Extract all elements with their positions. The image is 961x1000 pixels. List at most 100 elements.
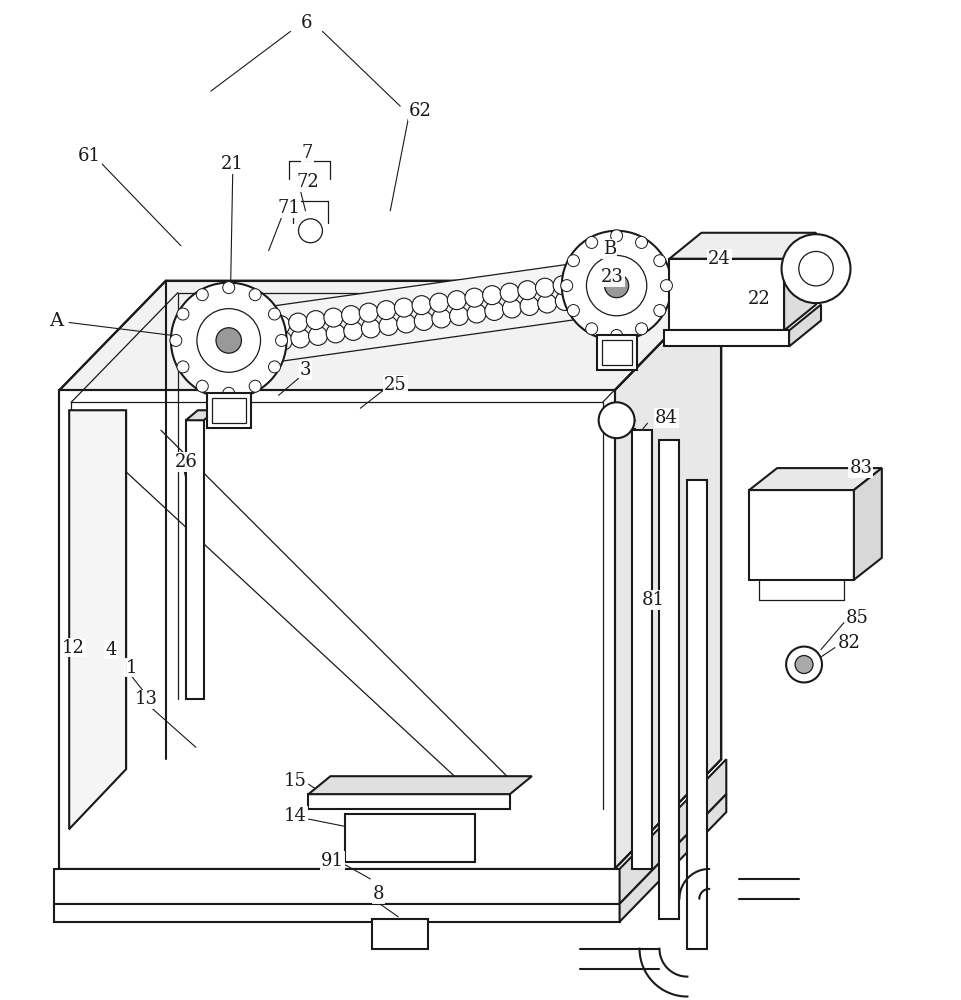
Circle shape <box>271 316 290 335</box>
Circle shape <box>503 299 522 318</box>
Circle shape <box>562 231 672 340</box>
Circle shape <box>361 319 381 338</box>
Circle shape <box>653 255 666 267</box>
Text: 1: 1 <box>125 659 136 677</box>
Circle shape <box>535 278 554 297</box>
Circle shape <box>781 234 850 303</box>
Polygon shape <box>308 776 531 794</box>
Text: 12: 12 <box>62 639 85 657</box>
Text: 85: 85 <box>846 609 869 627</box>
Text: 83: 83 <box>850 459 873 477</box>
Circle shape <box>447 291 466 310</box>
Text: 61: 61 <box>78 147 101 165</box>
Circle shape <box>177 308 189 320</box>
Circle shape <box>196 380 209 392</box>
Circle shape <box>276 334 287 346</box>
Circle shape <box>585 236 598 248</box>
Text: 81: 81 <box>642 591 665 609</box>
Circle shape <box>606 268 625 287</box>
Circle shape <box>610 230 623 242</box>
Polygon shape <box>615 281 722 869</box>
Circle shape <box>171 283 286 398</box>
Circle shape <box>571 273 590 292</box>
Circle shape <box>414 311 433 330</box>
Circle shape <box>555 292 575 310</box>
Polygon shape <box>620 794 727 922</box>
Polygon shape <box>789 305 821 346</box>
Polygon shape <box>602 340 631 365</box>
Circle shape <box>326 324 345 343</box>
Circle shape <box>177 361 189 373</box>
Text: B: B <box>603 240 616 258</box>
Circle shape <box>196 289 209 301</box>
Polygon shape <box>670 259 784 330</box>
Circle shape <box>344 321 362 340</box>
Circle shape <box>431 309 451 328</box>
Circle shape <box>223 282 234 294</box>
Text: 82: 82 <box>837 634 860 652</box>
Circle shape <box>235 321 255 340</box>
Circle shape <box>608 284 628 303</box>
Text: 6: 6 <box>301 14 312 32</box>
Circle shape <box>223 387 234 399</box>
Text: 14: 14 <box>284 807 307 825</box>
Polygon shape <box>54 904 620 922</box>
Circle shape <box>249 380 261 392</box>
Polygon shape <box>659 440 679 919</box>
Polygon shape <box>620 759 727 904</box>
Circle shape <box>573 289 592 308</box>
Circle shape <box>610 329 623 341</box>
Circle shape <box>561 280 573 292</box>
Polygon shape <box>308 794 510 809</box>
Text: 15: 15 <box>284 772 307 790</box>
Circle shape <box>218 323 237 342</box>
Text: 24: 24 <box>708 250 730 268</box>
Circle shape <box>220 339 239 358</box>
Circle shape <box>520 297 539 315</box>
Circle shape <box>635 323 648 335</box>
Circle shape <box>379 316 398 335</box>
Circle shape <box>308 326 328 345</box>
Circle shape <box>197 309 260 372</box>
Circle shape <box>485 301 504 320</box>
Circle shape <box>795 656 813 673</box>
Polygon shape <box>670 233 816 259</box>
Circle shape <box>653 305 666 317</box>
Circle shape <box>394 298 413 317</box>
Polygon shape <box>211 398 246 423</box>
Circle shape <box>170 334 182 346</box>
Circle shape <box>501 283 519 302</box>
Circle shape <box>482 286 502 305</box>
Polygon shape <box>750 490 854 580</box>
Circle shape <box>397 314 415 333</box>
Circle shape <box>256 334 275 353</box>
Circle shape <box>786 647 822 682</box>
Circle shape <box>799 251 833 286</box>
Circle shape <box>554 276 572 295</box>
Circle shape <box>585 323 598 335</box>
Circle shape <box>604 274 628 298</box>
Polygon shape <box>750 468 882 490</box>
Polygon shape <box>664 330 789 346</box>
Polygon shape <box>784 233 816 330</box>
Circle shape <box>268 361 281 373</box>
Polygon shape <box>345 814 475 862</box>
Polygon shape <box>597 335 636 370</box>
Text: 62: 62 <box>408 102 431 120</box>
Circle shape <box>268 308 281 320</box>
Circle shape <box>341 306 360 325</box>
Circle shape <box>238 336 257 355</box>
Circle shape <box>567 305 579 317</box>
Circle shape <box>518 281 537 300</box>
Text: 23: 23 <box>602 268 624 286</box>
Circle shape <box>216 328 241 353</box>
Polygon shape <box>225 258 621 368</box>
Circle shape <box>635 236 648 248</box>
Polygon shape <box>60 390 615 869</box>
Circle shape <box>567 255 579 267</box>
Circle shape <box>299 219 323 243</box>
Circle shape <box>588 271 607 290</box>
Polygon shape <box>185 420 204 699</box>
Text: 4: 4 <box>106 641 116 659</box>
Text: 22: 22 <box>748 290 771 308</box>
